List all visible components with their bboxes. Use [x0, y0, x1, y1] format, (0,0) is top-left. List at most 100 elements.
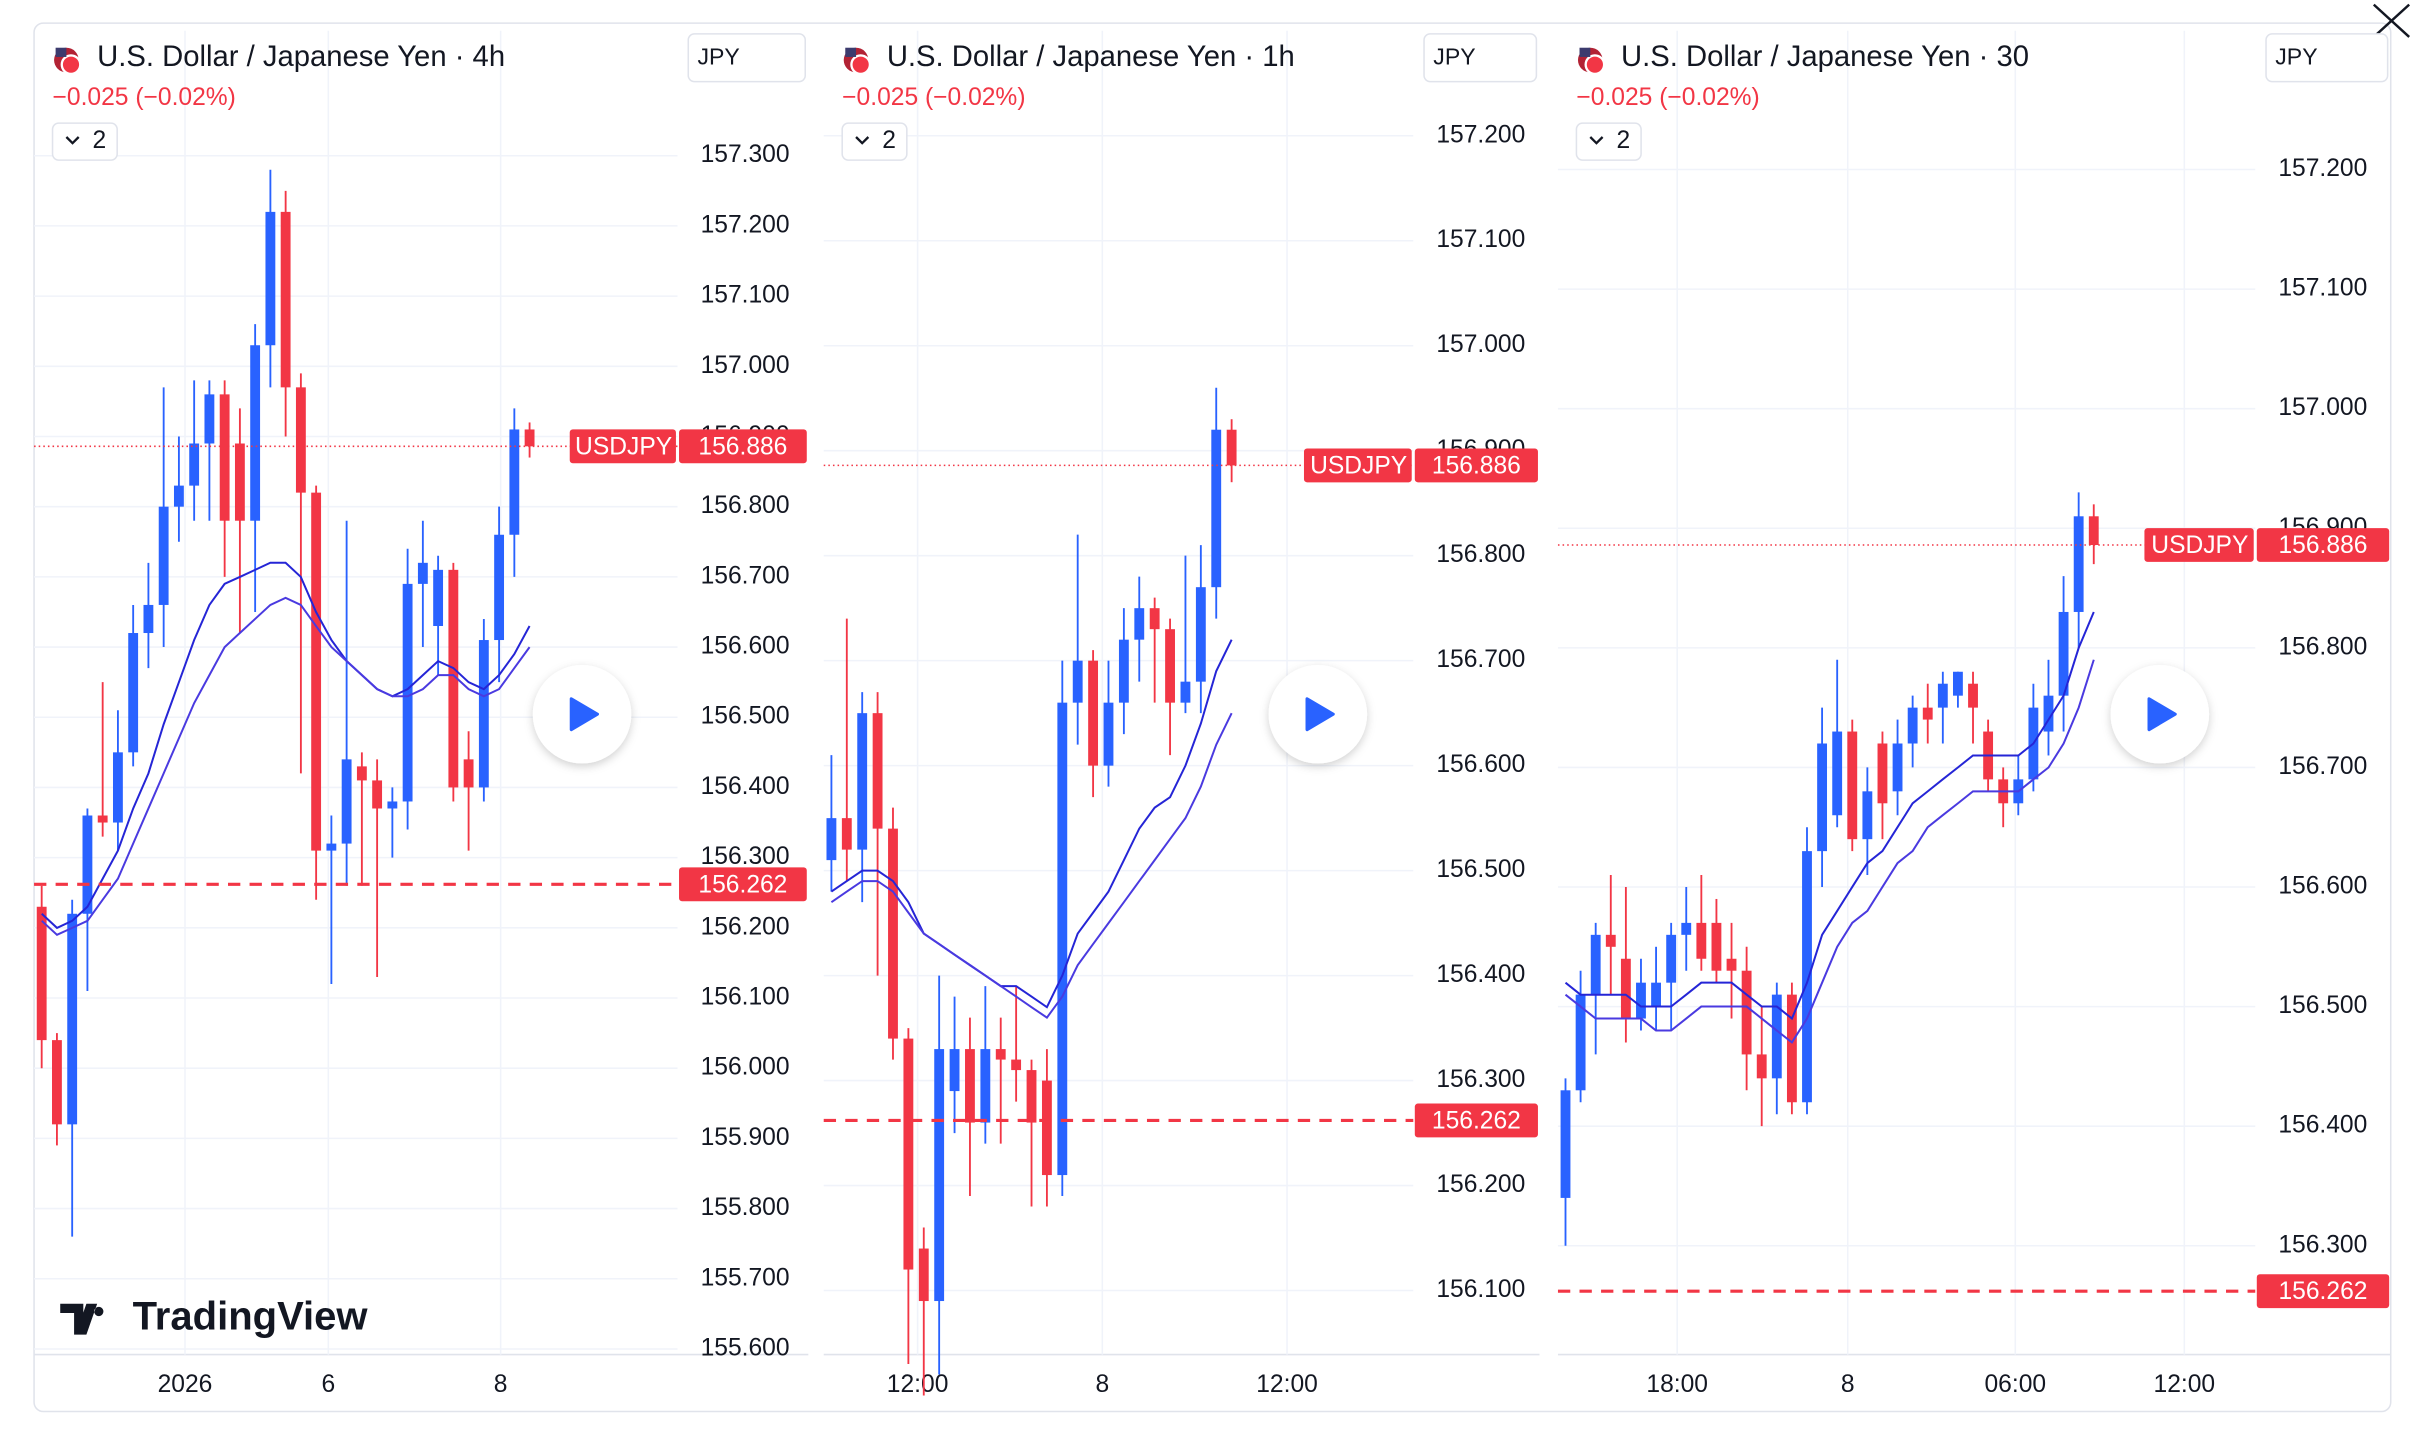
reference-label: 156.262 [698, 871, 787, 898]
chart-title: U.S. Dollar / Japanese Yen · 1h [887, 41, 1295, 73]
x-tick-label: 18:00 [1646, 1371, 1708, 1398]
symbol-label: USDJPY [1310, 452, 1407, 479]
candle-body [1711, 922, 1722, 971]
x-tick-label: 8 [494, 1371, 508, 1398]
price-badge [1414, 1103, 1538, 1138]
y-tick-label: 157.000 [1436, 331, 1525, 358]
candle-body [1802, 851, 1812, 1103]
candle-body [1968, 683, 1978, 708]
candle-body [494, 534, 505, 641]
y-tick-label: 156.300 [701, 843, 790, 870]
candle-body [417, 562, 428, 584]
indicator-toggle[interactable] [1575, 122, 1642, 161]
price-change: −0.025 (−0.02%) [842, 84, 1025, 111]
y-tick-label: 155.800 [701, 1194, 790, 1221]
candle-body [826, 818, 837, 861]
candle-body [1666, 934, 1677, 983]
candle-body [841, 818, 852, 850]
symbol-badge [569, 429, 676, 464]
candle-body [1165, 629, 1175, 703]
candle-body [1892, 743, 1903, 792]
moving-average [41, 596, 531, 936]
candle-body [918, 1248, 929, 1302]
candle-body [112, 752, 123, 823]
moving-average [830, 639, 1233, 1009]
candle-body [524, 429, 535, 447]
chevron [65, 136, 80, 145]
x-tick-label: 2026 [158, 1371, 213, 1398]
candle-body [52, 1040, 62, 1125]
y-tick-label: 157.200 [1436, 121, 1525, 148]
y-tick-label: 156.300 [2278, 1231, 2367, 1258]
indicator-count: 2 [882, 127, 896, 154]
chart-title: U.S. Dollar / Japanese Yen · 30 [1621, 41, 2029, 73]
candle-body [1590, 934, 1601, 995]
indicator-toggle[interactable] [51, 122, 118, 161]
y-tick-label: 156.200 [701, 913, 790, 940]
candle-body [1041, 1080, 1052, 1176]
candle-body [1937, 683, 1948, 708]
candle-body [980, 1049, 991, 1123]
candle-body [1952, 671, 1963, 696]
chart: 156.100 156.200 156.300 156.400 156.500 156.6… [823, 30, 1540, 1398]
candle-body [1180, 681, 1191, 703]
y-tick-label: 156.700 [2278, 753, 2367, 780]
candle-body [82, 815, 93, 914]
indicator-toggle[interactable] [841, 122, 908, 161]
candle-body [857, 713, 868, 850]
y-tick-label: 156.800 [701, 492, 790, 519]
symbol-badge [1303, 448, 1412, 483]
candle-body [965, 1049, 975, 1123]
close-button[interactable] [2372, 3, 2411, 38]
candle-body [265, 211, 276, 346]
candle-body [311, 492, 322, 851]
brand-text: TradingView [133, 1295, 369, 1339]
candle-body [1907, 707, 1918, 744]
candle-body [326, 843, 337, 851]
play-button[interactable] [532, 664, 632, 764]
y-tick-label: 155.700 [701, 1264, 790, 1291]
y-tick-label: 156.500 [701, 703, 790, 730]
y-tick-label: 156.700 [1436, 646, 1525, 673]
candle-body [2073, 516, 2084, 612]
play-icon [2147, 697, 2177, 732]
moving-average [1564, 611, 2095, 1021]
play-button[interactable] [1268, 664, 1368, 764]
flag-icon [1584, 54, 1606, 76]
candle-body [872, 713, 883, 829]
y-tick-label: 157.000 [701, 352, 790, 379]
candle-body [1072, 660, 1083, 703]
y-tick-label: 157.300 [701, 141, 790, 168]
price-badge [679, 429, 807, 464]
reference-label: 156.262 [1432, 1108, 1521, 1135]
candle-body [219, 394, 230, 521]
chart: 155.600 155.700 155.800 155.900 156.000 156.1… [34, 30, 809, 1398]
flag-icon [60, 54, 82, 76]
candle-body [2043, 695, 2054, 732]
candle-body [36, 906, 47, 1041]
indicator-count: 2 [93, 127, 107, 154]
y-tick-label: 156.300 [1436, 1066, 1525, 1093]
y-tick-label: 155.900 [701, 1124, 790, 1151]
candle-body [67, 913, 78, 1125]
candle-body [1118, 639, 1129, 703]
y-tick-label: 156.200 [1436, 1171, 1525, 1198]
brand: TradingView [60, 1295, 368, 1339]
flag-canton [845, 47, 857, 57]
chart-title: U.S. Dollar / Japanese Yen · 4h [97, 41, 505, 73]
currency-box[interactable] [2265, 33, 2389, 83]
currency-box[interactable] [1423, 33, 1538, 83]
candle-body [1786, 994, 1797, 1103]
play-button[interactable] [2110, 664, 2210, 764]
candle-body [1620, 958, 1631, 1019]
price-change: −0.025 (−0.02%) [53, 84, 236, 111]
y-tick-label: 157.100 [701, 282, 790, 309]
candle-body [1817, 743, 1828, 852]
candle-body [234, 443, 245, 521]
candle-body [204, 394, 215, 444]
flag-canton [1579, 47, 1591, 57]
currency-box[interactable] [687, 33, 807, 83]
y-tick-label: 156.400 [701, 773, 790, 800]
play-icon [569, 697, 599, 732]
